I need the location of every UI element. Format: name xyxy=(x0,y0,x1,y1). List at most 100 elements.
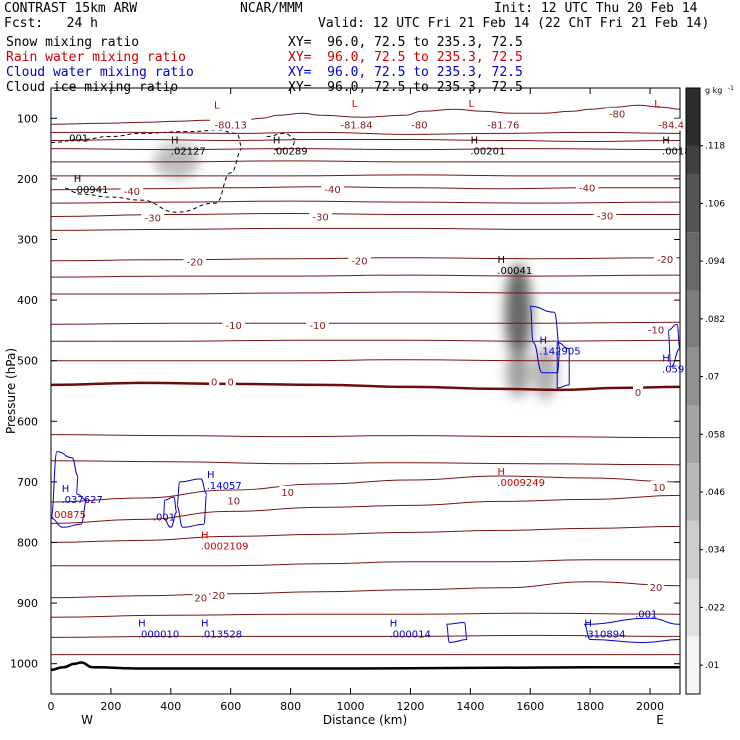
contour-label-bg-14 xyxy=(653,253,677,266)
extremum-value-13: .14057 xyxy=(207,481,242,492)
contour-label-bg-19 xyxy=(225,375,236,388)
contour-label-3: -81.76 xyxy=(487,121,519,132)
extremum-marker-0: L xyxy=(214,100,220,111)
colorbar-segment-5 xyxy=(686,347,700,406)
contour-label-23: 10 xyxy=(653,483,666,494)
contour-label-bg-26 xyxy=(647,580,665,593)
isotherm-0 xyxy=(50,104,681,125)
extrema-labels: L L L L.001 H.02127H.00289H.00201H.00185H.00… xyxy=(51,99,697,640)
west-label: W xyxy=(81,713,93,727)
contour-label-12: -20 xyxy=(187,258,203,269)
isotherm-9 xyxy=(50,227,680,231)
axes: 0 200 400 600 800 1000 1200 1400 1600 1800 2000100… xyxy=(10,88,680,713)
init-time: Init: 12 UTC Thu 20 Feb 14 xyxy=(494,1,698,16)
field-label-rain: Rain water mixing ratio xyxy=(6,50,187,65)
x-axis-label: Distance (km) xyxy=(323,713,407,727)
extremum-marker-22: H xyxy=(584,618,592,629)
isotherm-7 xyxy=(50,200,681,204)
colorbar-segment-10 xyxy=(686,88,700,146)
x-tick-label-9: 1800 xyxy=(576,700,604,713)
colorbar-label-8: .106 xyxy=(705,199,725,209)
cloud-contour-6 xyxy=(445,621,468,644)
isotherm-11 xyxy=(50,274,681,278)
extremum-value-6: .00289 xyxy=(273,146,308,157)
isotherm-25 xyxy=(50,634,681,638)
colorbar-segment-8 xyxy=(686,174,700,233)
colorbar-label-7: .094 xyxy=(705,257,725,267)
isotherm-14 xyxy=(51,339,681,342)
east-label: E xyxy=(656,713,664,727)
contour-label-bg-15 xyxy=(222,319,246,332)
extremum-marker-11: H xyxy=(539,335,547,346)
contour-label-bg-11 xyxy=(593,209,617,222)
extremum-marker-6: H xyxy=(273,135,281,146)
contour-labels: -80.13 -81.84 -80 -81.76 -80 -84.4 -40 -40 -40 -3… xyxy=(120,107,689,604)
field-xy-cloud-water: XY= 96.0, 72.5 to 235.3, 72.5 xyxy=(288,65,523,80)
field-xy-snow: XY= 96.0, 72.5 to 235.3, 72.5 xyxy=(288,35,523,50)
isotherm-22 xyxy=(50,559,680,567)
contour-label-bg-10 xyxy=(309,210,332,223)
extremum-value-20: .013528 xyxy=(201,629,242,640)
extremum-marker-13: H xyxy=(207,470,215,481)
y-tick-label-3: 400 xyxy=(17,294,38,307)
extremum-value-21: .000014 xyxy=(389,629,430,640)
extremum-value-11: .142905 xyxy=(539,346,580,357)
contour-label-17: -10 xyxy=(648,325,664,336)
y-tick-label-1: 200 xyxy=(17,173,38,186)
colorbar-label-4: .058 xyxy=(705,430,725,440)
cloud-water-contours xyxy=(50,305,681,644)
center-title: NCAR/MMM xyxy=(240,1,303,16)
contour-label-15: -10 xyxy=(226,321,242,332)
isotherm-13 xyxy=(50,321,681,325)
extremum-value-23: .001 xyxy=(635,609,657,620)
plot-frame xyxy=(50,87,681,695)
extremum-marker-9: H xyxy=(74,174,82,185)
x-tick-label-10: 2000 xyxy=(636,700,664,713)
isotherm-16 xyxy=(50,381,681,392)
y-axis-label: Pressure (hPa) xyxy=(4,348,18,434)
extremum-value-16: .00875 xyxy=(51,510,86,521)
surface-line xyxy=(50,661,680,672)
cloud-contour-4 xyxy=(556,342,570,389)
y-tick-label-2: 300 xyxy=(17,234,38,247)
valid-time: Valid: 12 UTC Fri 21 Feb 14 (22 ChT Fri … xyxy=(318,16,710,31)
x-tick-label-6: 1200 xyxy=(396,700,424,713)
extremum-marker-8: H xyxy=(662,135,670,146)
colorbar-segment-7 xyxy=(686,232,700,290)
y-tick-label-8: 900 xyxy=(17,597,38,610)
contour-label-bg-0 xyxy=(210,118,252,131)
colorbar-label-2: .034 xyxy=(705,546,725,556)
contour-label-bg-2 xyxy=(408,118,431,131)
x-tick-label-1: 200 xyxy=(100,700,121,713)
contour-label-bg-17 xyxy=(644,323,668,336)
snow-shade-1 xyxy=(504,263,532,361)
isotherm-17 xyxy=(50,434,681,439)
extremum-value-10: .00041 xyxy=(497,266,532,277)
contour-label-1: -81.84 xyxy=(340,121,372,132)
cloud-contour-0 xyxy=(50,451,88,528)
extremum-value-22: .310894 xyxy=(584,629,625,640)
cloud-contour-2 xyxy=(176,478,208,528)
contour-label-bg-23 xyxy=(650,480,668,493)
contour-label-19: 0 xyxy=(228,378,234,389)
y-tick-label-7: 800 xyxy=(17,537,38,550)
x-tick-label-7: 1400 xyxy=(456,700,484,713)
model-title: CONTRAST 15km ARW xyxy=(4,1,138,16)
extremum-value-7: .00201 xyxy=(470,146,505,157)
y-tick-label-4: 500 xyxy=(17,355,38,368)
field-label-cloud-water: Cloud water mixing ratio xyxy=(6,65,194,80)
isotherm-5 xyxy=(51,174,680,177)
contour-label-8: -40 xyxy=(579,184,595,195)
contour-label-6: -40 xyxy=(124,187,140,198)
y-tick-label-0: 100 xyxy=(17,112,38,125)
isotherm-18 xyxy=(50,460,681,466)
extremum-marker-10: H xyxy=(498,255,506,266)
colorbar-label-3: .046 xyxy=(705,488,725,498)
contour-label-bg-7 xyxy=(321,182,344,195)
isotherm-15 xyxy=(50,359,680,362)
extremum-value-18: .0002109 xyxy=(201,542,249,553)
contour-label-bg-20 xyxy=(632,385,644,398)
contour-label-11: -30 xyxy=(597,211,613,222)
x-tick-label-3: 600 xyxy=(220,700,241,713)
